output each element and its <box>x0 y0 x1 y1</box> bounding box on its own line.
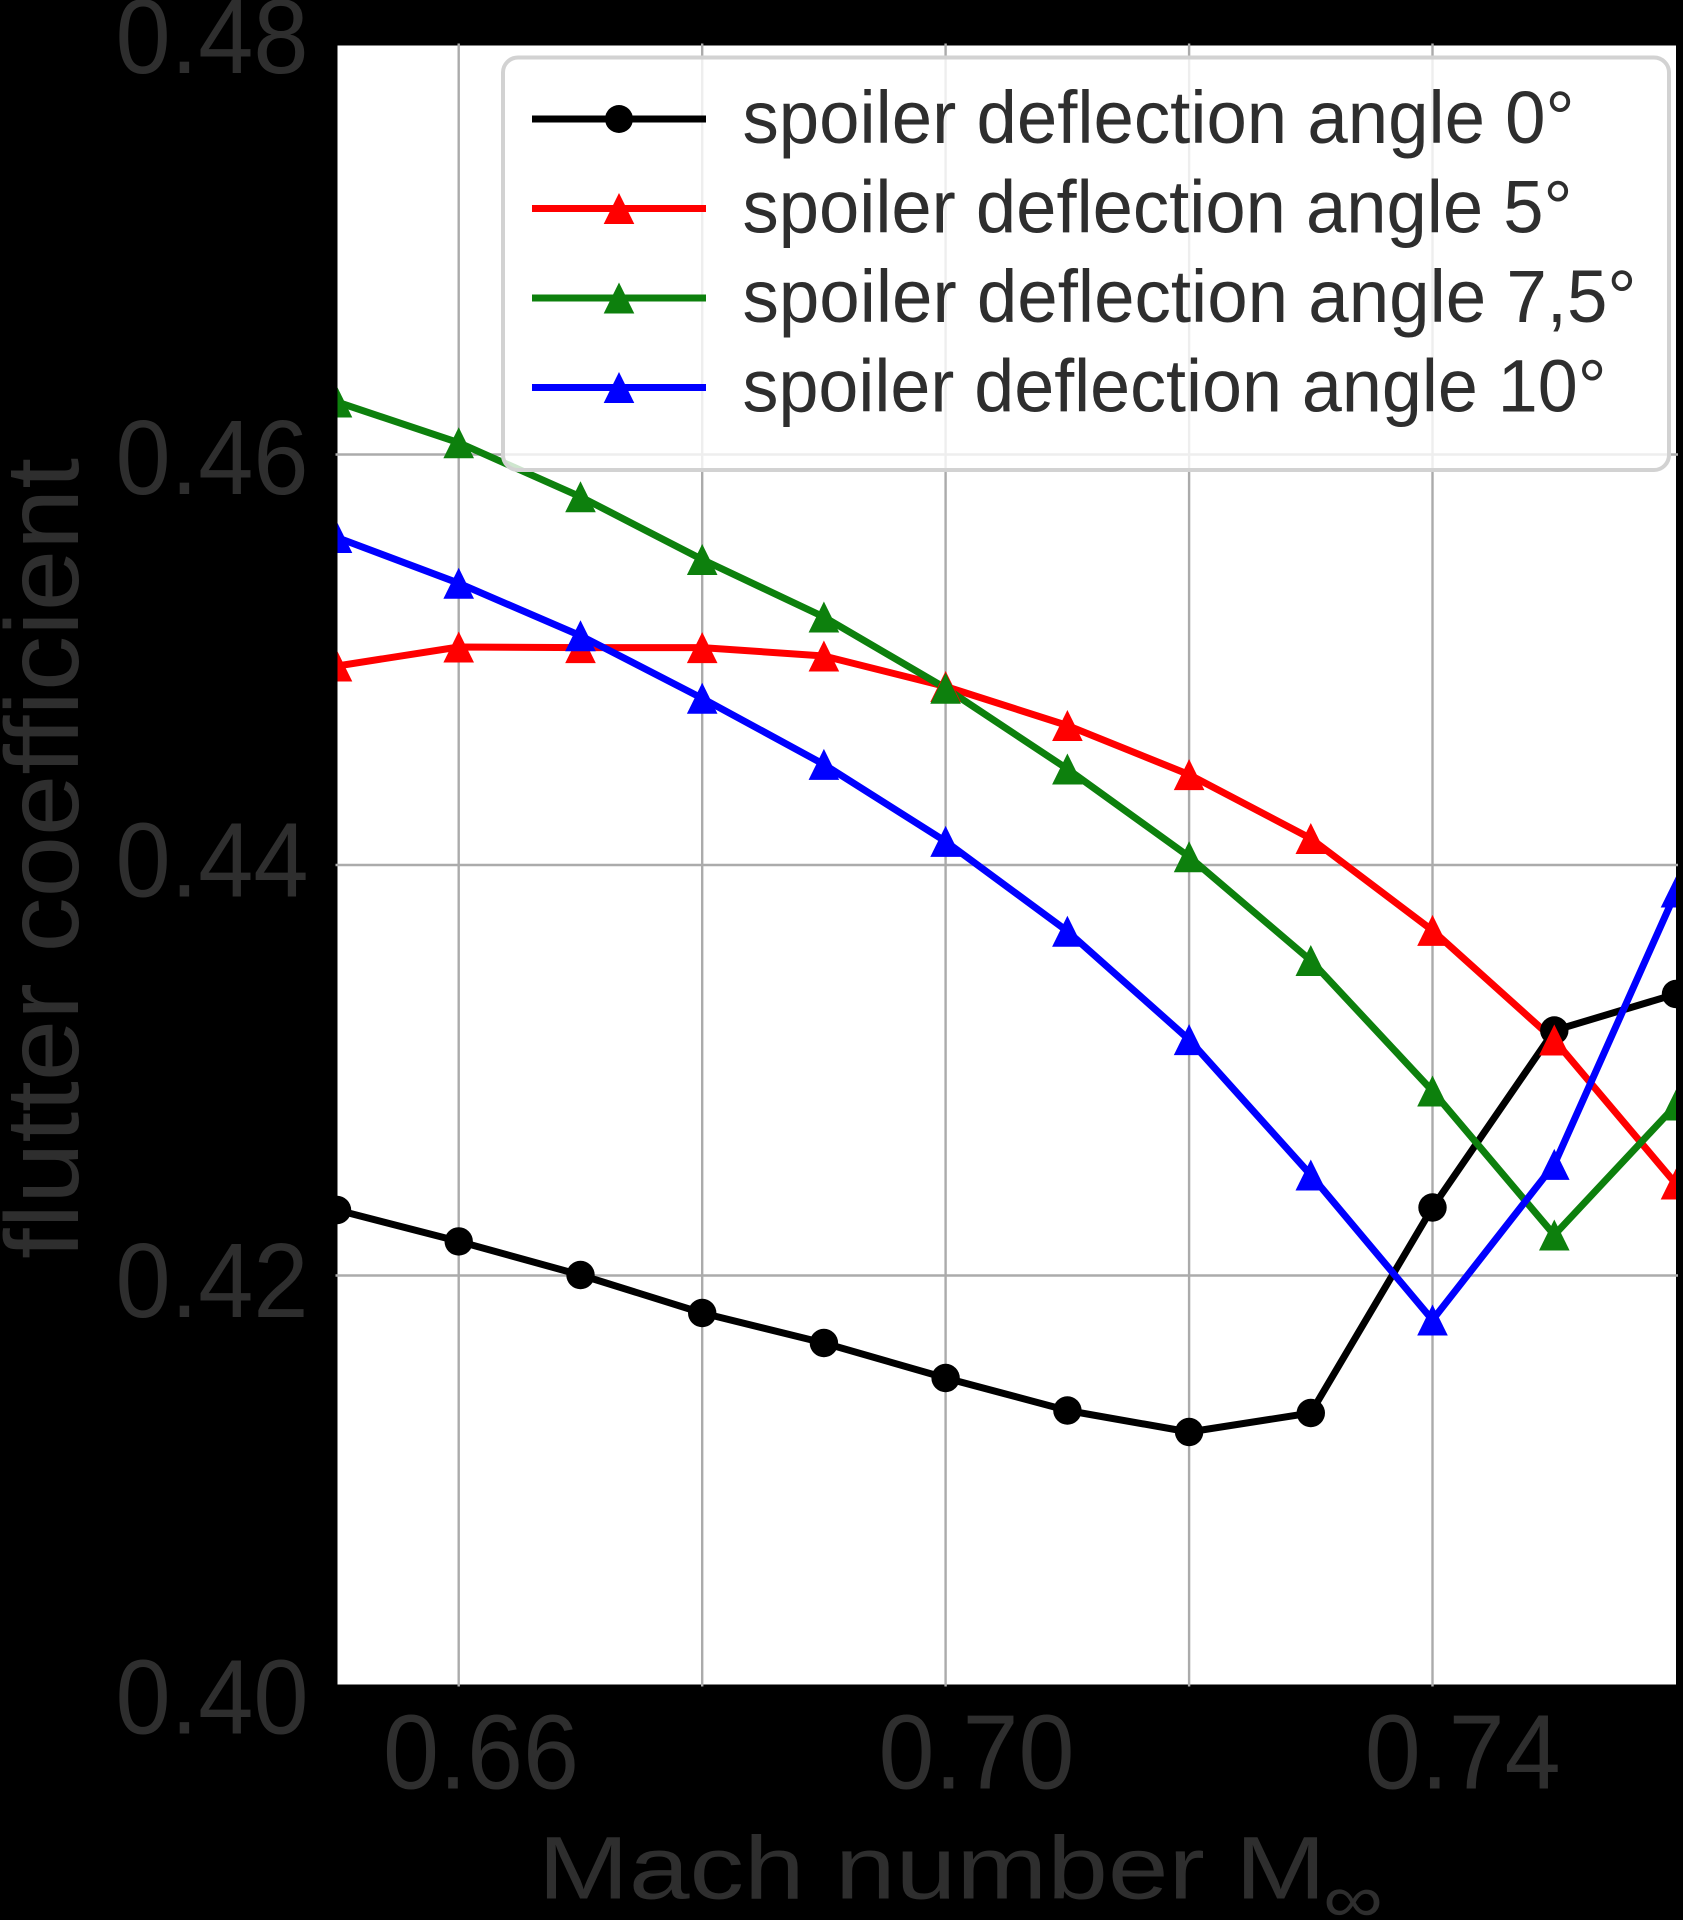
svg-text:0.42: 0.42 <box>116 1222 309 1340</box>
svg-text:0.44: 0.44 <box>116 802 309 920</box>
svg-text:0.66: 0.66 <box>383 1694 579 1812</box>
svg-text:0.40: 0.40 <box>116 1639 309 1757</box>
svg-text:∞: ∞ <box>1323 1861 1383 1920</box>
svg-text:0.46: 0.46 <box>116 399 309 517</box>
svg-text:spoiler deflection angle 7,5°: spoiler deflection angle 7,5° <box>743 255 1637 338</box>
svg-text:spoiler deflection angle 10°: spoiler deflection angle 10° <box>743 345 1607 428</box>
svg-text:spoiler deflection angle 0°: spoiler deflection angle 0° <box>743 76 1575 159</box>
svg-text:0.74: 0.74 <box>1365 1694 1561 1812</box>
svg-text:0.70: 0.70 <box>879 1694 1075 1812</box>
svg-text:Mach number M: Mach number M <box>538 1818 1326 1918</box>
svg-text:flutter coefficient: flutter coefficient <box>0 458 101 1259</box>
svg-text:0.48: 0.48 <box>116 0 309 96</box>
svg-text:spoiler deflection angle 5°: spoiler deflection angle 5° <box>743 166 1573 249</box>
